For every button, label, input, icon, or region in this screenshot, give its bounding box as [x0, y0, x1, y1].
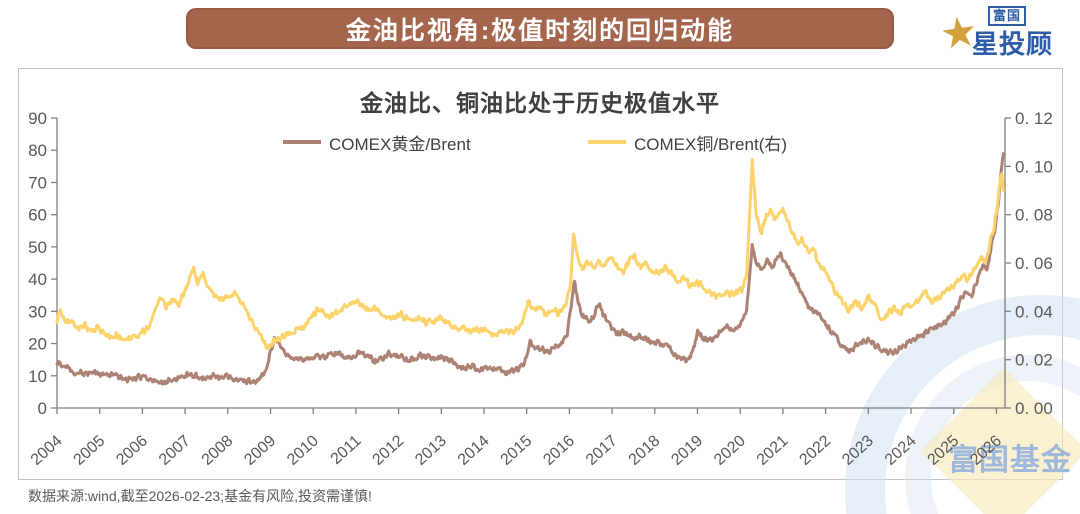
- left-tick-label: 90: [28, 109, 47, 128]
- x-tick-label: 2016: [540, 432, 578, 469]
- brand-logo: ★ 富国 星投顾: [937, 4, 1070, 59]
- x-tick-label: 2012: [369, 432, 407, 469]
- right-tick-label: 0. 08: [1015, 206, 1053, 225]
- left-tick-label: 0: [38, 399, 47, 418]
- x-tick-label: 2004: [28, 432, 66, 469]
- x-tick-label: 2014: [455, 432, 493, 469]
- left-tick-label: 10: [28, 367, 47, 386]
- x-tick-label: 2026: [967, 432, 1005, 469]
- chart-title: 金油比、铜油比处于历史极值水平: [360, 90, 720, 116]
- left-tick-label: 80: [28, 141, 47, 160]
- x-tick-label: 2024: [882, 432, 920, 469]
- left-tick-label: 70: [28, 173, 47, 192]
- x-tick-label: 2006: [113, 432, 151, 469]
- x-tick-label: 2020: [711, 432, 749, 469]
- left-tick-label: 40: [28, 270, 47, 289]
- brand-main-label: 星投顾: [972, 29, 1054, 59]
- legend-entry-copper: COMEX铜/Brent(右): [588, 131, 788, 154]
- chart-legend: COMEX黄金/Brent COMEX铜/Brent(右): [0, 131, 1080, 154]
- left-tick-label: 20: [28, 335, 47, 354]
- legend-label-gold: COMEX黄金/Brent: [329, 134, 471, 154]
- banner-title-text: 金油比视角:极值时刻的回归动能: [345, 16, 735, 45]
- x-tick-label: 2007: [156, 432, 194, 469]
- x-tick-label: 2009: [241, 432, 279, 469]
- banner-title: 金油比视角:极值时刻的回归动能: [186, 8, 894, 49]
- legend-entry-gold: COMEX黄金/Brent: [283, 131, 471, 154]
- x-tick-label: 2023: [839, 432, 877, 469]
- brand-small-label: 富国: [988, 6, 1027, 26]
- source-note: 数据来源:wind,截至2026-02-23;基金有风险,投资需谨慎!: [28, 488, 372, 504]
- legend-swatch-gold-line: [283, 140, 321, 144]
- x-tick-label: 2008: [199, 432, 237, 469]
- x-tick-label: 2015: [498, 432, 536, 469]
- right-tick-label: 0. 02: [1015, 351, 1053, 370]
- x-tick-label: 2021: [754, 432, 792, 469]
- legend-swatch-copper-line: [588, 140, 626, 144]
- left-tick-label: 50: [28, 238, 47, 257]
- left-tick-label: 30: [28, 302, 47, 321]
- right-tick-label: 0. 00: [1015, 399, 1053, 418]
- right-tick-label: 0. 06: [1015, 254, 1053, 273]
- watermark-text: 富国基金: [948, 444, 1072, 477]
- legend-label-copper: COMEX铜/Brent(右): [634, 134, 788, 154]
- series-line-copper: [55, 157, 1005, 351]
- x-tick-label: 2022: [796, 432, 834, 469]
- series-line-gold: [55, 152, 1005, 386]
- x-tick-label: 2010: [284, 432, 322, 469]
- x-tick-label: 2013: [412, 432, 450, 469]
- left-tick-label: 60: [28, 206, 47, 225]
- x-tick-label: 2018: [626, 432, 664, 469]
- x-tick-label: 2005: [71, 432, 109, 469]
- x-tick-label: 2019: [668, 432, 706, 469]
- right-tick-label: 0. 10: [1015, 157, 1053, 176]
- x-tick-label: 2017: [583, 432, 621, 469]
- right-tick-label: 0. 04: [1015, 302, 1053, 321]
- x-tick-label: 2011: [328, 432, 365, 468]
- x-tick-label: 2025: [925, 432, 963, 469]
- right-tick-label: 0. 12: [1015, 109, 1053, 128]
